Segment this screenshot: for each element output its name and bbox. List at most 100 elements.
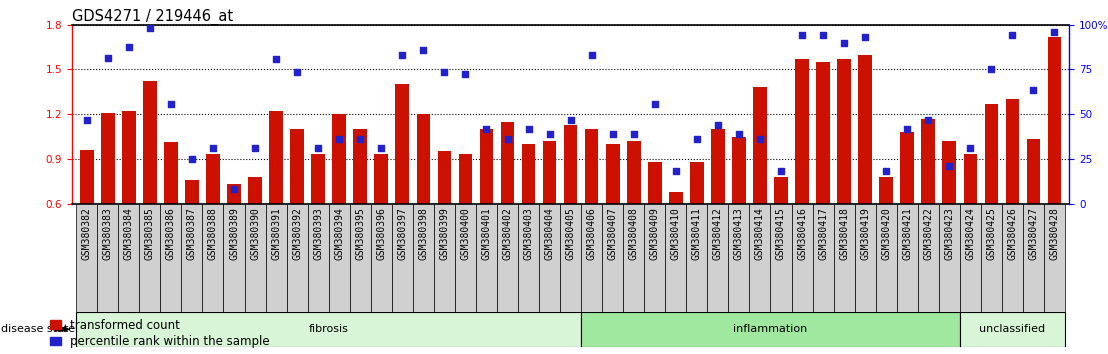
Bar bbox=[1048, 37, 1061, 204]
Bar bbox=[353, 129, 367, 204]
Bar bbox=[564, 125, 577, 204]
Bar bbox=[1006, 99, 1019, 204]
Bar bbox=[80, 150, 93, 204]
Point bbox=[414, 47, 432, 53]
Point bbox=[899, 126, 916, 132]
Bar bbox=[938, 204, 960, 312]
Bar bbox=[101, 113, 114, 204]
Point bbox=[141, 25, 158, 30]
Bar bbox=[1002, 204, 1023, 312]
Bar bbox=[143, 81, 156, 204]
Bar bbox=[224, 204, 245, 312]
Point bbox=[1046, 29, 1064, 35]
Bar bbox=[266, 204, 287, 312]
Bar bbox=[480, 129, 493, 204]
Bar bbox=[476, 204, 497, 312]
Bar bbox=[140, 204, 161, 312]
Bar bbox=[854, 204, 875, 312]
Bar bbox=[434, 204, 455, 312]
Bar bbox=[770, 204, 791, 312]
Point bbox=[1004, 32, 1022, 38]
Text: GSM380402: GSM380402 bbox=[503, 207, 513, 260]
Bar bbox=[519, 204, 540, 312]
Point bbox=[435, 70, 453, 75]
Bar bbox=[838, 59, 851, 204]
Bar bbox=[375, 154, 388, 204]
Bar bbox=[774, 177, 788, 204]
Text: GSM380424: GSM380424 bbox=[965, 207, 975, 260]
Text: GSM380412: GSM380412 bbox=[712, 207, 722, 260]
Bar bbox=[960, 312, 1065, 347]
Point bbox=[372, 145, 390, 151]
Point bbox=[835, 40, 853, 45]
Text: GSM380393: GSM380393 bbox=[314, 207, 324, 260]
Text: GSM380396: GSM380396 bbox=[377, 207, 387, 260]
Bar bbox=[707, 204, 728, 312]
Point bbox=[499, 137, 516, 142]
Point bbox=[941, 164, 958, 169]
Text: GSM380394: GSM380394 bbox=[335, 207, 345, 260]
Bar bbox=[833, 204, 854, 312]
Text: inflammation: inflammation bbox=[733, 324, 808, 334]
Point bbox=[351, 137, 369, 142]
Bar bbox=[161, 204, 182, 312]
Point bbox=[393, 52, 411, 57]
Bar bbox=[817, 62, 830, 204]
Bar bbox=[859, 55, 872, 204]
Bar bbox=[119, 204, 140, 312]
Bar bbox=[206, 154, 219, 204]
Text: GSM380384: GSM380384 bbox=[124, 207, 134, 260]
Point bbox=[709, 122, 727, 127]
Bar bbox=[665, 204, 686, 312]
Bar bbox=[329, 204, 350, 312]
Text: GSM380409: GSM380409 bbox=[649, 207, 659, 260]
Bar bbox=[922, 119, 935, 204]
Point bbox=[225, 186, 243, 192]
Point bbox=[183, 156, 201, 162]
Bar bbox=[749, 204, 770, 312]
Text: GSM380416: GSM380416 bbox=[797, 207, 807, 260]
Bar bbox=[98, 204, 119, 312]
Bar bbox=[581, 312, 960, 347]
Point bbox=[751, 137, 769, 142]
Bar bbox=[896, 204, 917, 312]
Text: GSM380398: GSM380398 bbox=[419, 207, 429, 260]
Text: GSM380389: GSM380389 bbox=[229, 207, 239, 260]
Point bbox=[78, 117, 95, 123]
Bar bbox=[1044, 204, 1065, 312]
Bar bbox=[644, 204, 665, 312]
Bar bbox=[981, 204, 1002, 312]
Point bbox=[920, 117, 937, 123]
Point bbox=[667, 168, 685, 173]
Point bbox=[983, 67, 1001, 72]
Text: unclassified: unclassified bbox=[979, 324, 1046, 334]
Bar bbox=[287, 204, 308, 312]
Bar bbox=[543, 141, 556, 204]
Text: GSM380425: GSM380425 bbox=[986, 207, 996, 260]
Legend: transformed count, percentile rank within the sample: transformed count, percentile rank withi… bbox=[50, 319, 270, 348]
Text: GSM380403: GSM380403 bbox=[524, 207, 534, 260]
Bar bbox=[227, 184, 240, 204]
Bar bbox=[308, 204, 329, 312]
Text: GSM380414: GSM380414 bbox=[755, 207, 765, 260]
Bar bbox=[203, 204, 224, 312]
Point bbox=[1025, 87, 1043, 93]
Text: GSM380406: GSM380406 bbox=[586, 207, 596, 260]
Bar bbox=[497, 204, 519, 312]
Bar bbox=[812, 204, 833, 312]
Text: GSM380413: GSM380413 bbox=[733, 207, 743, 260]
Text: GSM380400: GSM380400 bbox=[461, 207, 471, 260]
Point bbox=[520, 126, 537, 132]
Point bbox=[267, 56, 285, 62]
Bar bbox=[122, 111, 135, 204]
Text: GSM380386: GSM380386 bbox=[166, 207, 176, 260]
Point bbox=[688, 137, 706, 142]
Bar bbox=[76, 204, 98, 312]
Bar bbox=[540, 204, 561, 312]
Text: GSM380411: GSM380411 bbox=[691, 207, 701, 260]
Bar bbox=[396, 84, 409, 204]
Point bbox=[562, 117, 579, 123]
Point bbox=[541, 131, 558, 136]
Bar bbox=[627, 141, 640, 204]
Text: GSM380419: GSM380419 bbox=[860, 207, 870, 260]
